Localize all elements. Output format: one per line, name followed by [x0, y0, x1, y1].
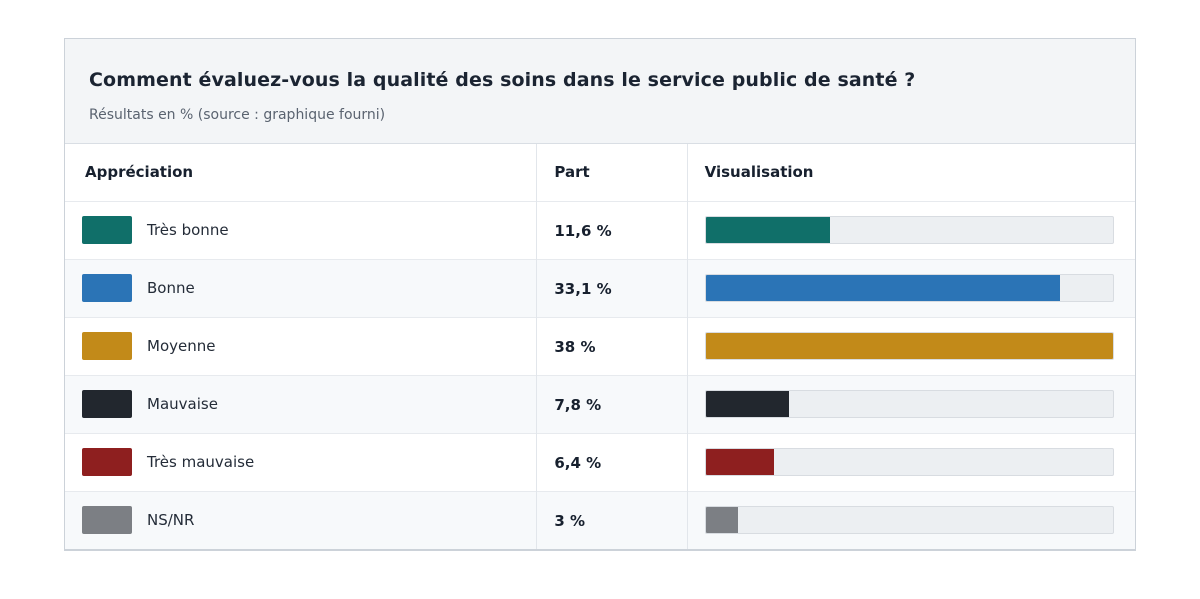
- table-row: Très mauvaise 6,4 %: [65, 433, 1135, 491]
- bar-track: [704, 448, 1114, 476]
- bar-fill: [705, 507, 738, 533]
- row-label: NS/NR: [147, 511, 195, 529]
- card-header: Comment évaluez-vous la qualité des soin…: [65, 39, 1135, 144]
- part-value: 6,4 %: [554, 453, 602, 472]
- bar-fill: [705, 333, 1113, 359]
- color-swatch: [82, 274, 132, 302]
- color-swatch: [82, 448, 132, 476]
- bar-track: [704, 274, 1114, 302]
- column-header-visualisation: Visualisation: [686, 144, 1135, 201]
- table-row: Mauvaise 7,8 %: [65, 375, 1135, 433]
- part-value: 11,6 %: [554, 221, 612, 240]
- bar-track: [704, 506, 1114, 534]
- bar-track: [704, 390, 1114, 418]
- bar-fill: [705, 217, 830, 243]
- color-swatch: [82, 390, 132, 418]
- color-swatch: [82, 506, 132, 534]
- bar-track: [704, 332, 1114, 360]
- row-label: Moyenne: [147, 337, 216, 355]
- table-row: Bonne 33,1 %: [65, 259, 1135, 317]
- row-label: Bonne: [147, 279, 195, 297]
- color-swatch: [82, 216, 132, 244]
- part-value: 38 %: [554, 337, 596, 356]
- bar-fill: [705, 449, 775, 475]
- table-row: NS/NR 3 %: [65, 491, 1135, 549]
- page-subtitle: Résultats en % (source : graphique fourn…: [89, 107, 386, 123]
- part-value: 3 %: [554, 511, 586, 530]
- row-label: Très mauvaise: [147, 453, 255, 471]
- row-label: Mauvaise: [147, 395, 218, 413]
- table-header-row: Appréciation Part Visualisation: [65, 144, 1135, 201]
- row-label: Très bonne: [147, 221, 229, 239]
- column-header-appreciation: Appréciation: [65, 144, 537, 201]
- table-row: Très bonne 11,6 %: [65, 201, 1135, 259]
- table-row: Moyenne 38 %: [65, 317, 1135, 375]
- results-table: Appréciation Part Visualisation Très bon…: [65, 144, 1135, 549]
- bar-fill: [705, 391, 790, 417]
- column-header-part: Part: [536, 144, 688, 201]
- bar-fill: [705, 275, 1061, 301]
- page-title: Comment évaluez-vous la qualité des soin…: [89, 69, 916, 91]
- part-value: 7,8 %: [554, 395, 602, 414]
- survey-card: Comment évaluez-vous la qualité des soin…: [64, 38, 1136, 551]
- part-value: 33,1 %: [554, 279, 612, 298]
- bar-track: [704, 216, 1114, 244]
- color-swatch: [82, 332, 132, 360]
